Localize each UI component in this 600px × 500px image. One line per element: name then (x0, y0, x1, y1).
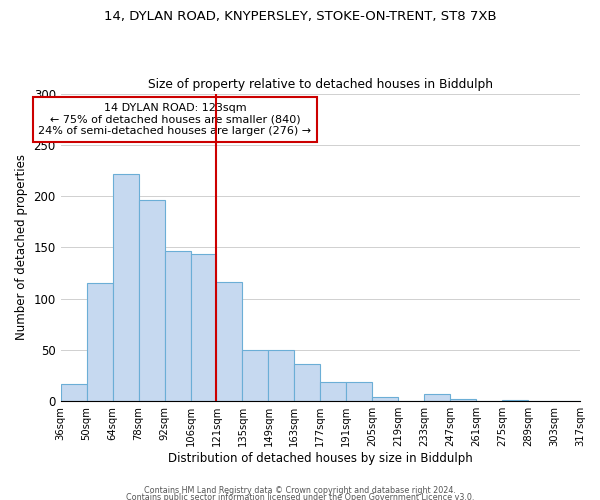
Bar (346, 382, 372, 401)
Bar (61, 384, 86, 401)
Bar (86, 284, 113, 401)
Text: 14 DYLAN ROAD: 123sqm
← 75% of detached houses are smaller (840)
24% of semi-det: 14 DYLAN ROAD: 123sqm ← 75% of detached … (38, 103, 311, 136)
Bar (139, 200, 164, 401)
Bar (113, 174, 139, 401)
Bar (268, 350, 295, 401)
Y-axis label: Number of detached properties: Number of detached properties (15, 154, 28, 340)
Bar (450, 399, 476, 401)
Bar (424, 394, 450, 401)
Bar (191, 254, 217, 401)
Bar (164, 252, 191, 401)
Bar (217, 282, 242, 401)
Bar (502, 400, 528, 401)
Bar (320, 382, 346, 401)
Title: Size of property relative to detached houses in Biddulph: Size of property relative to detached ho… (148, 78, 493, 91)
Bar (372, 397, 398, 401)
Bar (295, 364, 320, 401)
X-axis label: Distribution of detached houses by size in Biddulph: Distribution of detached houses by size … (168, 452, 473, 465)
Text: Contains public sector information licensed under the Open Government Licence v3: Contains public sector information licen… (126, 494, 474, 500)
Text: Contains HM Land Registry data © Crown copyright and database right 2024.: Contains HM Land Registry data © Crown c… (144, 486, 456, 495)
Bar (242, 350, 268, 401)
Text: 14, DYLAN ROAD, KNYPERSLEY, STOKE-ON-TRENT, ST8 7XB: 14, DYLAN ROAD, KNYPERSLEY, STOKE-ON-TRE… (104, 10, 496, 23)
